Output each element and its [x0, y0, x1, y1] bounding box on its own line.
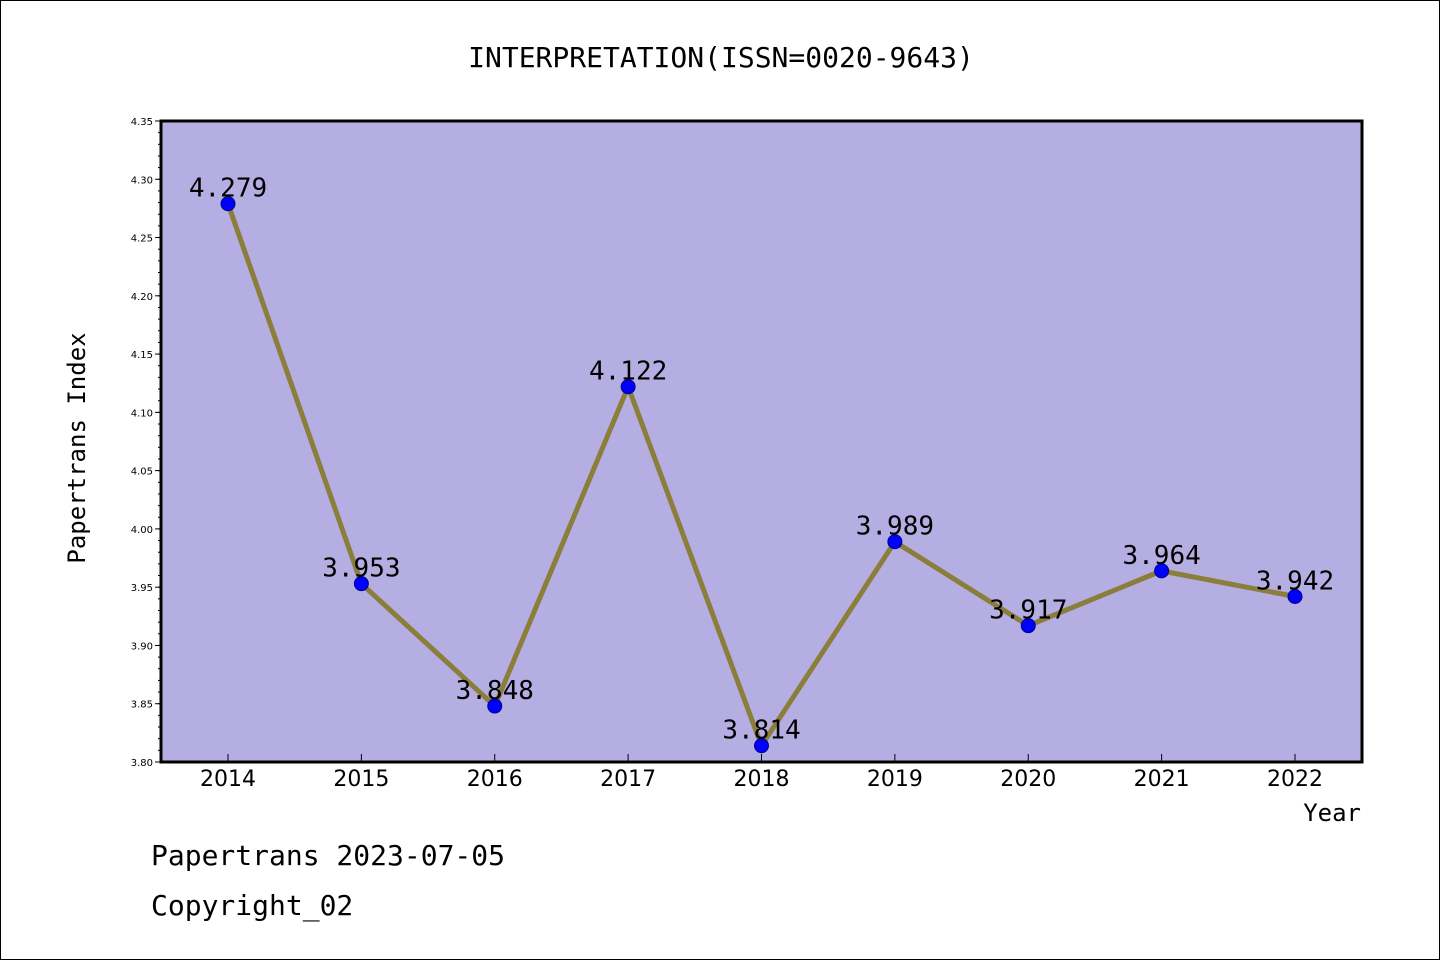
data-labels: 4.279 3.953 3.848 4.122 3.814 3.989 3.917 3.964…: [189, 174, 1334, 746]
x-tick-label: 2016: [467, 767, 523, 792]
chart-title: INTERPRETATION(ISSN=0020-9643): [468, 41, 974, 74]
y-tick-label: 4.35: [131, 117, 153, 128]
y-tick-label: 4.00: [131, 525, 153, 536]
data-point-label: 3.814: [722, 716, 800, 746]
plot-area: [161, 121, 1362, 762]
y-axis-label: Papertrans Index: [63, 332, 91, 563]
x-tick-label: 2019: [867, 767, 923, 792]
y-tick-label: 3.85: [131, 700, 153, 711]
data-point-marker: [1287, 589, 1303, 605]
data-point-label: 3.989: [856, 512, 934, 542]
y-tick-label: 4.05: [131, 467, 153, 478]
x-tick-label: 2022: [1267, 767, 1323, 792]
data-point-label: 3.964: [1122, 541, 1200, 571]
data-point-label: 3.917: [989, 596, 1067, 626]
x-tick-label: 2015: [333, 767, 389, 792]
x-tick-label: 2018: [734, 767, 790, 792]
x-tick-label: 2014: [200, 767, 256, 792]
x-axis-label: Year: [1303, 799, 1361, 827]
y-axis: 3.80 3.85 3.90 3.95 4.00 4.05 4.10 4.15 4.20 4.25…: [131, 117, 161, 769]
data-point-marker: [620, 379, 636, 395]
data-point-label: 3.953: [322, 554, 400, 584]
y-tick-label: 4.25: [131, 234, 153, 245]
x-axis: 2014 2015 2016 2017 2018 2019 2020 2021 2022: [200, 754, 1323, 792]
series-markers: [220, 196, 1303, 754]
x-tick-label: 2021: [1134, 767, 1190, 792]
y-tick-label: 3.90: [131, 641, 153, 652]
data-point-marker: [353, 576, 369, 592]
data-point-label: 3.942: [1256, 567, 1334, 597]
x-tick-label: 2017: [600, 767, 656, 792]
data-point-label: 3.848: [456, 676, 534, 706]
y-tick-label: 4.20: [131, 292, 153, 303]
data-point-label: 4.122: [589, 357, 667, 387]
y-tick-label: 4.15: [131, 350, 153, 361]
x-tick-label: 2020: [1000, 767, 1056, 792]
y-tick-label: 4.30: [131, 175, 153, 186]
data-point-marker: [1020, 618, 1036, 634]
y-tick-label: 4.10: [131, 408, 153, 419]
y-tick-label: 3.95: [131, 583, 153, 594]
plot-border: [159, 119, 1364, 764]
footer-copyright: Copyright_02: [151, 889, 353, 923]
data-point-marker: [220, 196, 236, 212]
footer-date: Papertrans 2023-07-05: [151, 839, 505, 872]
y-tick-label: 3.80: [131, 758, 153, 769]
data-point-marker: [754, 738, 769, 754]
data-point-marker: [887, 534, 903, 550]
data-point-marker: [487, 698, 503, 714]
data-point-label: 4.279: [189, 174, 267, 204]
data-point-marker: [1154, 563, 1170, 579]
